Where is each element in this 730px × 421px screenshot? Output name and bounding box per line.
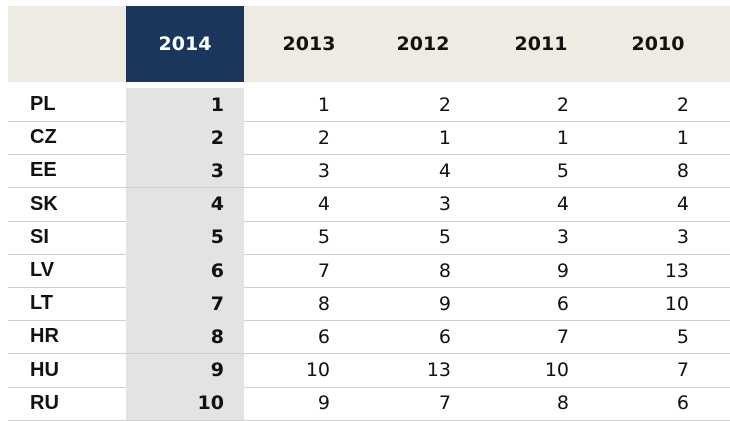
rank-2013: 9 [317, 392, 330, 415]
rank-2010: 5 [676, 325, 689, 348]
rank-2014: 5 [126, 220, 244, 254]
rank-2012: 8 [438, 259, 451, 282]
country-code: PL [30, 93, 56, 115]
rank-2010: 1 [676, 126, 689, 149]
country-code: LV [30, 259, 55, 281]
header-2013: 2013 [282, 33, 336, 55]
row-divider [8, 121, 730, 122]
rank-2013: 7 [317, 259, 330, 282]
rank-2012: 7 [438, 392, 451, 415]
country-code: HR [30, 325, 59, 348]
rank-2010: 3 [676, 226, 689, 249]
table-row: SK 4 4 3 4 4 [8, 187, 730, 222]
rank-2011: 4 [556, 193, 569, 216]
rank-2012: 6 [438, 325, 451, 348]
table-row: HR 8 6 6 7 5 [8, 320, 730, 355]
rank-2010: 2 [676, 93, 689, 116]
rank-2014: 10 [126, 386, 244, 420]
rank-2011: 1 [556, 126, 569, 149]
rank-2014: 4 [126, 187, 244, 221]
country-code: EE [30, 159, 57, 182]
rank-2013: 1 [317, 93, 330, 116]
header-2012: 2012 [396, 33, 450, 55]
row-divider [8, 353, 730, 355]
table-row: CZ 2 2 1 1 1 [8, 121, 730, 156]
row-divider [8, 320, 730, 322]
row-divider [8, 386, 730, 388]
rank-2011: 5 [556, 159, 569, 182]
country-code: LT [30, 292, 53, 315]
rank-2011: 9 [556, 259, 569, 282]
table-row: HU 9 10 13 10 7 [8, 353, 730, 388]
header-2010: 2010 [631, 33, 685, 55]
rank-2011: 3 [556, 226, 569, 249]
rank-2010: 13 [664, 259, 689, 282]
table-row: PL 1 1 2 2 2 [8, 88, 730, 122]
rank-2014: 7 [126, 287, 244, 321]
rank-2010: 7 [676, 359, 689, 382]
rank-2012: 2 [438, 93, 451, 116]
country-code: HU [30, 358, 59, 381]
ranking-table: 2014 2013 2012 2011 2010 PL 1 1 2 2 2 CZ 2 2 1 1 1 E… [8, 6, 730, 421]
rank-2012: 3 [438, 193, 451, 216]
header-2011: 2011 [514, 33, 568, 55]
country-code: RU [30, 391, 59, 414]
rank-2012: 13 [426, 359, 451, 382]
rank-2010: 4 [676, 193, 689, 216]
country-code: SI [30, 225, 49, 248]
rank-2013: 3 [317, 159, 330, 182]
rank-2014: 3 [126, 154, 244, 188]
rank-2014: 9 [126, 353, 244, 387]
rank-2011: 10 [544, 359, 569, 382]
header-2014: 2014 [126, 6, 244, 82]
rank-2010: 8 [676, 159, 689, 182]
rank-2014: 2 [126, 121, 244, 155]
table-row: LT 7 8 9 6 10 [8, 287, 730, 322]
rank-2014: 1 [126, 88, 244, 121]
rank-2014: 8 [126, 320, 244, 354]
table-row: SI 5 5 5 3 3 [8, 220, 730, 255]
country-code: SK [30, 192, 58, 215]
rank-2011: 8 [556, 392, 569, 415]
row-divider [8, 187, 730, 189]
rank-2011: 2 [556, 93, 569, 116]
rank-2012: 5 [438, 226, 451, 249]
rank-2011: 7 [556, 325, 569, 348]
rank-2012: 9 [438, 292, 451, 315]
rank-2010: 6 [676, 392, 689, 415]
rank-2013: 2 [317, 126, 330, 149]
row-divider [8, 287, 730, 288]
rank-2013: 8 [317, 292, 330, 315]
table-row: RU 10 9 7 8 6 [8, 386, 730, 421]
rank-2013: 6 [317, 325, 330, 348]
rank-2012: 1 [438, 126, 451, 149]
rank-2013: 10 [305, 359, 330, 382]
row-divider [8, 253, 730, 255]
rank-2014: 6 [126, 254, 244, 287]
rank-2013: 4 [317, 193, 330, 216]
table-header: 2014 2013 2012 2011 2010 [8, 6, 730, 82]
rank-2010: 10 [664, 292, 689, 315]
country-code: CZ [30, 126, 57, 149]
table-row: LV 6 7 8 9 13 [8, 254, 730, 288]
row-divider [8, 154, 730, 156]
rank-2011: 6 [556, 292, 569, 315]
rank-2013: 5 [317, 226, 330, 249]
row-divider [8, 220, 730, 222]
rank-2012: 4 [438, 159, 451, 182]
table-row: EE 3 3 4 5 8 [8, 154, 730, 189]
